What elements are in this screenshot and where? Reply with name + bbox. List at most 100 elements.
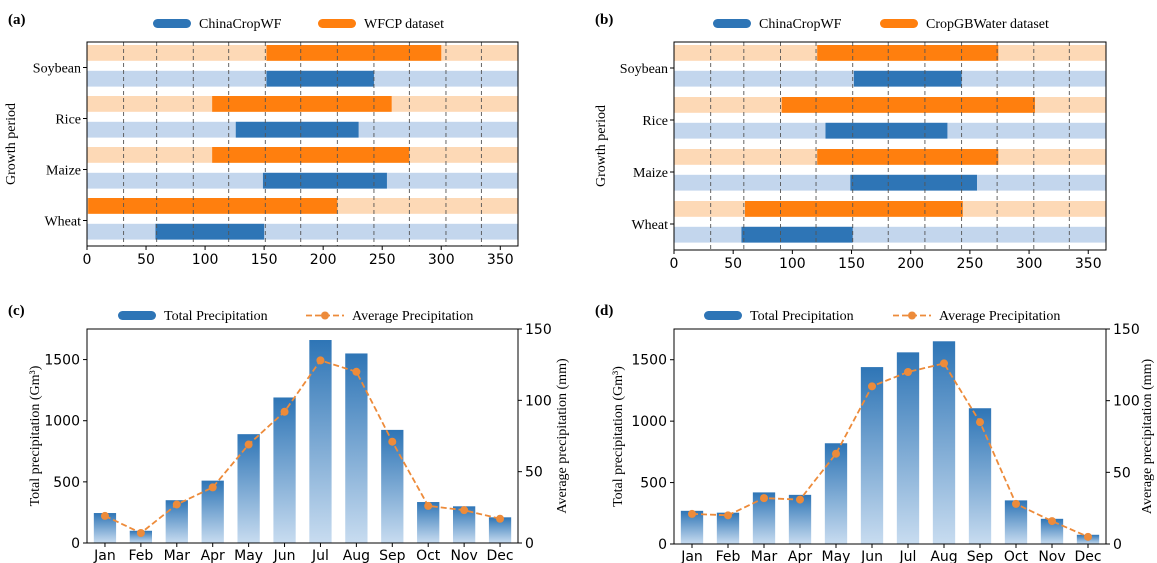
category-label: Maize [46, 164, 81, 179]
gantt-bar-cropgbwater-dataset [745, 201, 963, 217]
precip-bar [237, 434, 260, 543]
x-tick-label: Dec [1074, 549, 1101, 563]
avg-precip-point [460, 506, 469, 515]
x-tick-label: Jul [311, 548, 329, 563]
precip-bar [201, 480, 224, 543]
avg-precip-point [424, 501, 433, 510]
category-label: Rice [55, 113, 81, 128]
panel-tag: (b) [595, 12, 613, 28]
y2-tick-label: 150 [1113, 322, 1140, 338]
gantt-bar-chinacropwf [741, 226, 853, 243]
precip-bar [824, 443, 848, 544]
x-tick-label: Jan [680, 549, 703, 563]
x-tick-label: Sep [379, 548, 406, 563]
panel-a: Soybean Rice Maize Wheat 0 50 100 150 200 250 300 3… [4, 12, 519, 268]
avg-precip-point [352, 367, 361, 376]
avg-precip-line [104, 359, 501, 535]
panel-tag: (c) [8, 303, 25, 319]
category-label: Wheat [631, 218, 668, 233]
precip-bar [345, 353, 368, 543]
avg-precip-point [904, 368, 912, 376]
legend-swatch-chinacropwf [153, 19, 191, 28]
legend-label: Total Precipitation [164, 309, 268, 324]
legend-label: Average Precipitation [939, 309, 1060, 324]
precip-bar [932, 341, 956, 544]
precip-bar [716, 512, 740, 544]
y2-axis-label: Average precipitation (mm) [555, 358, 570, 514]
x-tick-label: 250 [957, 256, 984, 272]
x-tick-label: May [234, 548, 263, 563]
y2-tick-label: 100 [525, 393, 552, 409]
gantt-bar-chinacropwf [155, 223, 265, 240]
avg-precip-point [208, 483, 217, 492]
legend-swatch-total [118, 311, 156, 320]
legend-label: ChinaCropWF [759, 17, 842, 32]
legend-label: ChinaCropWF [199, 17, 282, 32]
x-tick-label: 100 [192, 252, 219, 268]
y-axis-label: Growth period [4, 103, 19, 185]
x-tick-label: Dec [486, 548, 513, 563]
x-tick-label: 350 [487, 252, 514, 268]
precip-bar [968, 408, 992, 544]
avg-precip-point [316, 356, 325, 365]
gantt-bar-wfcp-dataset [212, 147, 410, 163]
legend-label: CropGBWater dataset [926, 17, 1049, 32]
x-tick-label: 50 [724, 256, 742, 272]
gantt-bar-chinacropwf [235, 121, 359, 138]
y2-tick-label: 0 [525, 536, 534, 552]
x-tick-label: Oct [416, 548, 441, 563]
y-axis-label: Growth period [594, 105, 609, 187]
x-tick-label: 200 [310, 252, 337, 268]
x-tick-label: Jan [93, 548, 116, 563]
avg-precip-point [1084, 532, 1092, 541]
avg-precip-point [388, 437, 397, 446]
gantt-bar-cropgbwater-dataset [817, 45, 999, 61]
x-tick-label: Feb [716, 549, 741, 563]
precip-bar [93, 513, 117, 543]
panel-d: Jan Feb Mar Apr May Jun Jul Aug Sep Oct Nov Dec0500… [595, 303, 1155, 563]
precip-bar [1004, 500, 1028, 544]
x-tick-label: 300 [1016, 256, 1043, 272]
category-label: Wheat [44, 215, 81, 230]
x-tick-label: 0 [670, 256, 679, 272]
gantt-bar-chinacropwf [266, 70, 374, 87]
x-tick-label: Mar [164, 548, 191, 563]
avg-precip-point [832, 449, 840, 458]
avg-precip-point [760, 494, 768, 503]
y-tick-label: 1500 [44, 353, 80, 369]
x-tick-label: 150 [251, 252, 278, 268]
y2-tick-label: 150 [525, 322, 552, 338]
avg-precip-point [868, 382, 876, 391]
x-tick-label: 250 [369, 252, 396, 268]
y-tick-label: 0 [71, 536, 80, 552]
x-tick-label: Jun [860, 549, 883, 563]
precip-bar [488, 517, 512, 543]
y2-axis-label: Average precipitation (mm) [1140, 359, 1155, 515]
avg-precip-point [688, 509, 696, 518]
panel-b: Soybean Rice Maize Wheat 0 50 100 150 200 250 300 3… [594, 12, 1107, 272]
precip-bar [381, 429, 404, 543]
x-tick-label: 200 [897, 256, 924, 272]
gantt-bar-wfcp-dataset [212, 96, 392, 112]
x-tick-label: Oct [1004, 549, 1029, 563]
precip-bar [860, 367, 884, 544]
panel-c: Jan Feb Mar Apr May Jun Jul Aug Sep Oct Nov Dec0500… [8, 303, 570, 563]
precip-bar [417, 502, 440, 543]
legend-label: Total Precipitation [750, 309, 854, 324]
x-tick-label: Feb [128, 548, 153, 563]
legend-swatch-total [704, 311, 742, 320]
legend-swatch-dataset [318, 19, 356, 28]
x-tick-label: May [822, 549, 851, 563]
avg-precip-point [280, 407, 289, 416]
plot-frame [86, 328, 519, 544]
x-tick-label: Sep [967, 549, 994, 563]
avg-precip-point [940, 359, 948, 368]
avg-precip-line [691, 362, 1089, 538]
precip-bar [273, 397, 296, 543]
category-label: Rice [642, 114, 668, 129]
gantt-bar-wfcp-dataset [266, 45, 442, 61]
y-axis-label: Total precipitation (Gm³) [611, 366, 626, 507]
avg-precip-point [1048, 517, 1056, 526]
x-tick-label: Apr [201, 548, 225, 563]
legend-label: WFCP dataset [364, 17, 444, 32]
